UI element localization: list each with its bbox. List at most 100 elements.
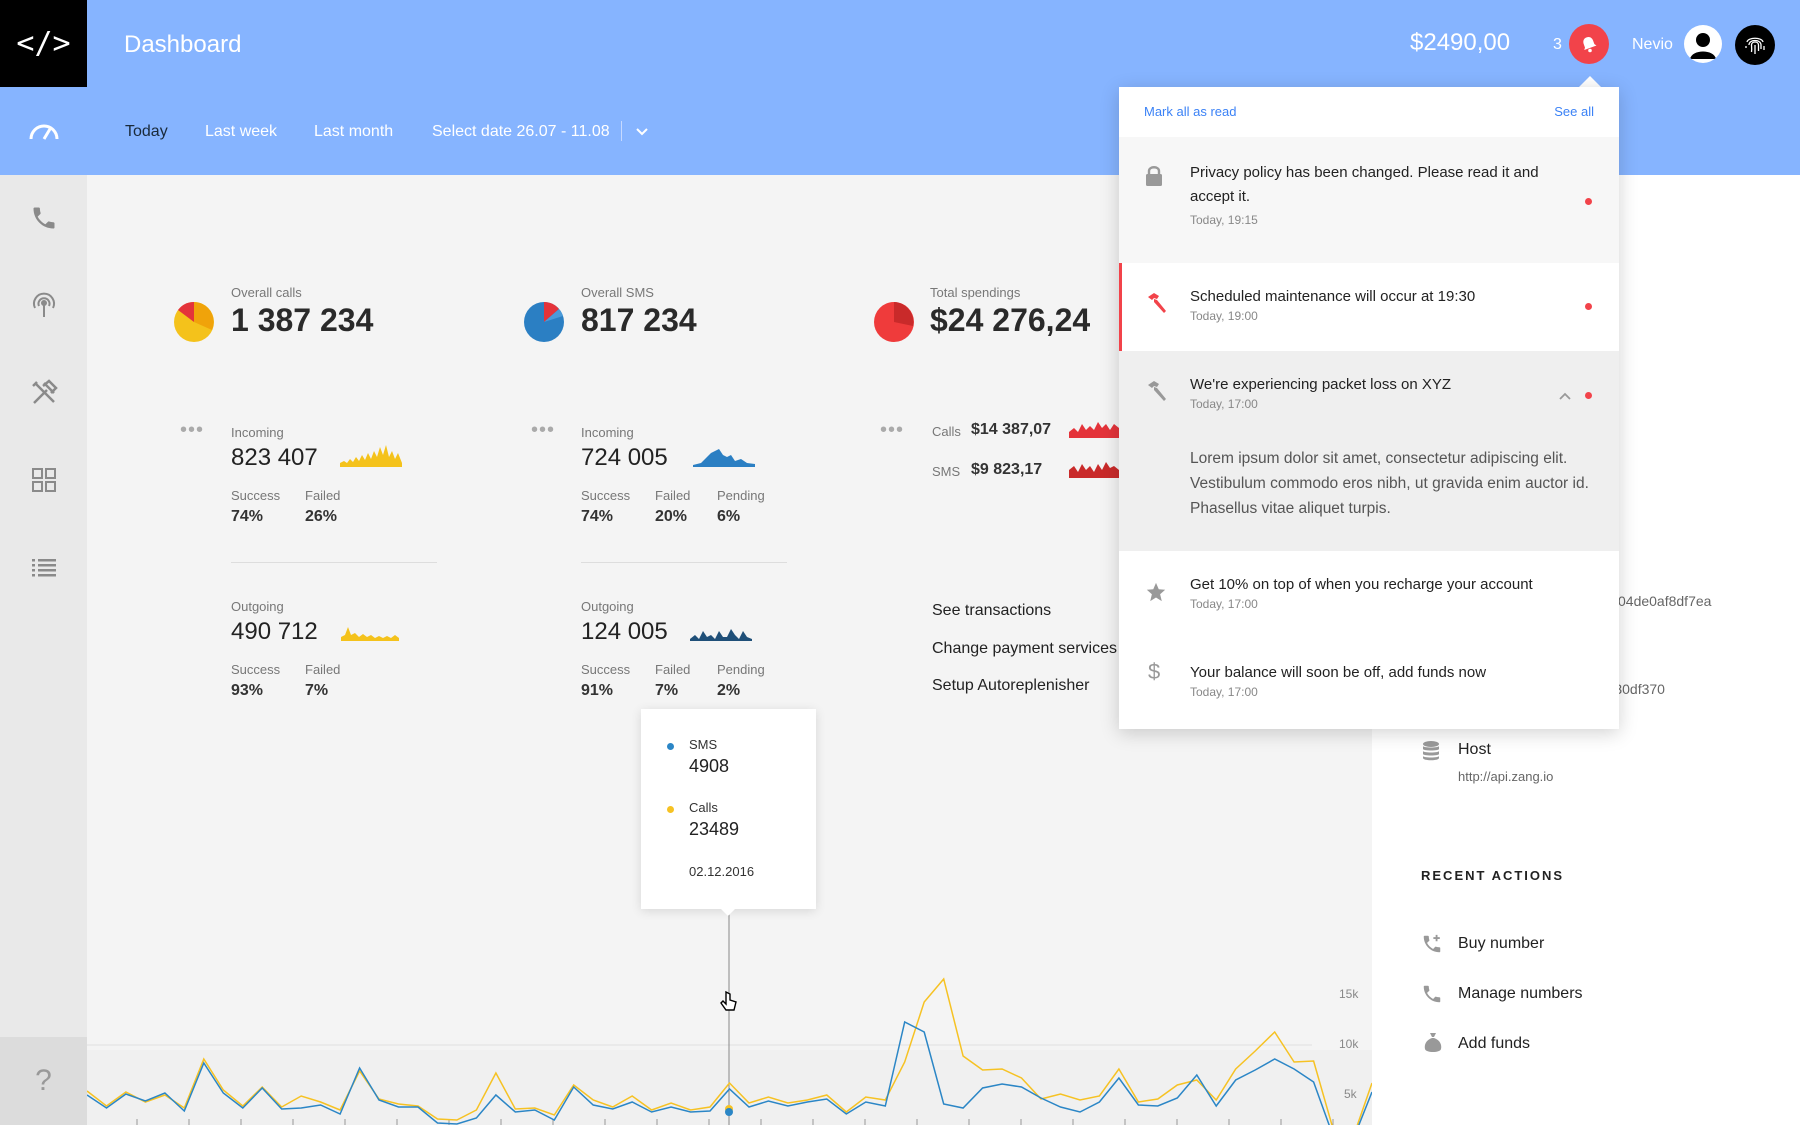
sms-incoming-success: Success 74%: [581, 488, 630, 526]
host-value[interactable]: http://api.zang.io: [1458, 769, 1554, 784]
divider: [581, 562, 787, 563]
chevron-up-icon[interactable]: [1558, 391, 1572, 401]
spendings-pie-icon: [874, 302, 914, 342]
dollar-icon: $: [1148, 659, 1161, 684]
sms-outgoing: Outgoing 124 005: [581, 599, 668, 646]
calls-outgoing-label: Outgoing: [231, 599, 284, 614]
pending-label: Pending: [717, 662, 765, 677]
tab-last-month[interactable]: Last month: [314, 123, 394, 140]
see-transactions-link[interactable]: See transactions: [932, 602, 1052, 619]
calls-outgoing-value: 490 712: [231, 618, 318, 645]
sidebar-item-dashboard[interactable]: [0, 87, 87, 175]
success-label: Success: [231, 662, 281, 677]
calls-pie-icon: [174, 302, 214, 342]
phone-icon: [1423, 985, 1441, 1003]
success-value: 93%: [231, 682, 264, 699]
change-payment-link[interactable]: Change payment services: [932, 640, 1117, 657]
spendings-sms-label: SMS: [932, 464, 961, 479]
overall-sms-value: 817 234: [581, 302, 697, 338]
failed-value: 7%: [305, 682, 329, 699]
fingerprint-icon: [1745, 37, 1765, 54]
date-range-select[interactable]: Select date 26.07 - 11.08: [432, 123, 610, 140]
money-bag-icon: [1424, 1033, 1442, 1052]
unread-dot: [1585, 392, 1592, 399]
hover-point-sms: [725, 1108, 733, 1116]
setup-autoreplenisher-link[interactable]: Setup Autoreplenisher: [932, 677, 1090, 694]
recent-actions-title: RECENT ACTIONS: [1421, 868, 1565, 883]
notification-item[interactable]: Scheduled maintenance will occur at 19:3…: [1119, 263, 1619, 351]
sms-incoming-sparkline: [693, 449, 755, 467]
tooltip-date: 02.12.2016: [689, 864, 755, 879]
notification-title: Scheduled maintenance will occur at 19:3…: [1190, 288, 1476, 305]
unread-dot: [1585, 198, 1592, 205]
spendings-more-button[interactable]: •••: [880, 419, 905, 441]
host-label: Host: [1458, 741, 1491, 758]
notification-time: Today, 17:00: [1190, 397, 1258, 411]
sidebar-item-apps[interactable]: [0, 458, 87, 502]
overall-calls: Overall calls 1 387 234: [231, 285, 373, 339]
notification-count: 3: [1553, 36, 1562, 53]
buy-number-action[interactable]: Buy number: [1421, 931, 1721, 959]
overall-calls-value: 1 387 234: [231, 302, 374, 338]
pointer-cursor-icon: [720, 990, 737, 1011]
calls-outgoing-sparkline: [341, 627, 399, 641]
success-value: 74%: [231, 508, 264, 525]
app-logo[interactable]: </>: [0, 0, 87, 87]
spendings-calls-label: Calls: [932, 424, 961, 439]
tab-today[interactable]: Today: [125, 123, 168, 140]
y-tick-label: 15k: [1339, 987, 1359, 1001]
action-label: Buy number: [1458, 935, 1545, 952]
calls-outgoing: Outgoing 490 712: [231, 599, 318, 646]
calls-incoming-success: Success 74%: [231, 488, 280, 526]
notification-time: Today, 17:00: [1190, 685, 1258, 699]
sidebar-item-calls[interactable]: [0, 196, 87, 240]
notification-title: Get 10% on top of when you recharge your…: [1190, 576, 1533, 593]
sms-legend-dot: [667, 743, 674, 750]
success-label: Success: [231, 488, 281, 503]
chevron-down-icon[interactable]: [635, 125, 649, 139]
traffic-line-chart[interactable]: 15k 10k 5k: [87, 895, 1372, 1125]
sms-outgoing-label: Outgoing: [581, 599, 634, 614]
active-tab-pointer: [140, 167, 156, 175]
total-spendings-label: Total spendings: [930, 285, 1021, 300]
add-funds-action[interactable]: Add funds: [1421, 1031, 1721, 1059]
sms-incoming: Incoming 724 005: [581, 425, 668, 472]
sms-more-button[interactable]: •••: [531, 419, 556, 441]
sidebar-item-logs[interactable]: [0, 546, 87, 590]
tab-last-week[interactable]: Last week: [205, 123, 278, 140]
user-avatar[interactable]: [1684, 25, 1722, 63]
user-name[interactable]: Nevio: [1632, 36, 1673, 53]
speedometer-icon: [29, 124, 58, 140]
pending-label: Pending: [717, 488, 765, 503]
see-all-link[interactable]: See all: [1554, 104, 1594, 119]
calls-incoming-failed: Failed 26%: [305, 488, 340, 526]
sms-incoming-failed: Failed 20%: [655, 488, 690, 526]
notifications-button[interactable]: [1569, 24, 1609, 64]
manage-numbers-action[interactable]: Manage numbers: [1421, 981, 1721, 1009]
calls-more-button[interactable]: •••: [180, 419, 205, 441]
mark-all-read-link[interactable]: Mark all as read: [1144, 104, 1237, 119]
top-bar: </> Dashboard $2490,00 3 Nevio: [0, 0, 1800, 87]
divider: [231, 562, 437, 563]
calls-incoming-label: Incoming: [231, 425, 284, 440]
y-tick-label: 10k: [1339, 1037, 1359, 1051]
notification-item[interactable]: Get 10% on top of when you recharge your…: [1119, 551, 1619, 639]
notification-time: Today, 19:00: [1190, 309, 1258, 323]
fingerprint-button[interactable]: [1735, 25, 1775, 65]
notification-item[interactable]: Privacy policy has been changed. Please …: [1119, 137, 1619, 263]
sidebar: ?: [0, 87, 87, 1125]
sidebar-item-tools[interactable]: [0, 371, 87, 415]
notification-item[interactable]: $ Your balance will soon be off, add fun…: [1119, 639, 1619, 729]
hammer-icon: [1148, 293, 1166, 313]
failed-label: Failed: [655, 488, 691, 503]
calls-incoming: Incoming 823 407: [231, 425, 318, 472]
api-key-fragment: 04de0af8df7ea: [1618, 593, 1712, 609]
spendings-calls-value: $14 387,07: [971, 421, 1052, 438]
sidebar-item-signal[interactable]: [0, 283, 87, 327]
y-tick-label: 5k: [1344, 1087, 1358, 1101]
notification-title: Your balance will soon be off, add funds…: [1190, 664, 1487, 681]
help-button[interactable]: ?: [0, 1037, 87, 1125]
lock-icon: [1146, 166, 1162, 186]
notification-item-expanded[interactable]: We're experiencing packet loss on XYZ To…: [1119, 351, 1619, 551]
notification-title: Privacy policy has been changed. Please …: [1190, 164, 1539, 205]
